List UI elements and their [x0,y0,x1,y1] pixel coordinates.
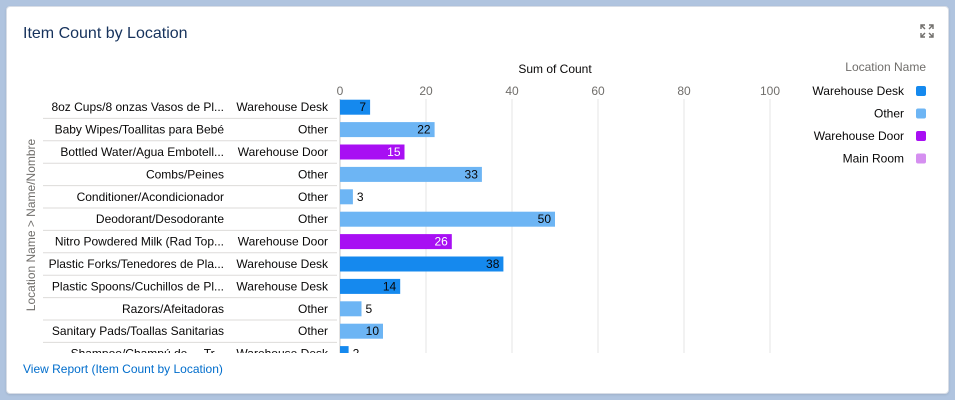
x-tick-label: 60 [591,84,605,98]
x-tick-label: 100 [760,84,780,98]
row-name-label: Shampoo/Champú de ... Tr... [71,347,224,359]
row-location-label: Other [298,167,328,181]
bar-value-label: 7 [359,100,366,114]
y-axis-label: Location Name > Name/Nombre [24,138,38,311]
row-location-label: Warehouse Desk [236,257,329,271]
legend-entry-label: Warehouse Door [814,129,904,143]
bar-value-label: 2 [353,347,360,359]
row-location-label: Other [298,190,328,204]
bar-value-label: 50 [538,212,552,226]
bar [340,144,405,160]
row-name-label: Nitro Powdered Milk (Rad Top... [55,235,224,249]
row-location-label: Other [298,302,328,316]
x-tick-label: 20 [419,84,433,98]
row-name-label: Conditioner/Acondicionador [77,190,224,204]
bar [340,99,371,115]
x-tick-label: 0 [337,84,344,98]
row-location-label: Warehouse Desk [236,279,329,293]
bar-value-label: 33 [465,167,479,181]
bar-value-label: 14 [383,279,397,293]
bar [340,166,482,182]
bar [340,234,452,250]
expand-icon[interactable] [919,23,935,39]
bar [340,278,401,294]
row-location-label: Warehouse Desk [236,347,329,359]
row-name-label: 8oz Cups/8 onzas Vasos de Pl... [51,100,224,114]
row-name-label: Plastic Spoons/Cuchillos de Pl... [52,279,224,293]
row-name-label: Sanitary Pads/Toallas Sanitarias [52,324,224,338]
legend-swatch [916,108,926,119]
bar [340,323,383,339]
dashboard-card: Item Count by Location Sum of Count 0 20 40… [6,6,949,394]
legend-swatch [916,153,926,164]
row-location-label: Other [298,324,328,338]
bar [340,346,349,353]
bar-value-label: 10 [366,324,380,338]
bar [340,189,353,205]
row-name-label: Bottled Water/Agua Embotell... [60,145,224,159]
bar-value-label: 26 [434,235,448,249]
bar [340,301,362,317]
row-location-label: Warehouse Desk [236,100,329,114]
view-report-link[interactable]: View Report (Item Count by Location) [23,362,223,376]
row-name-label: Razors/Afeitadoras [122,302,224,316]
row-location-label: Other [298,212,328,226]
row-name-label: Deodorant/Desodorante [96,212,224,226]
bar-rows: 8oz Cups/8 onzas Vasos de Pl... Warehouse… [43,99,555,359]
card-title: Item Count by Location [23,25,188,42]
row-name-label: Combs/Peines [146,167,224,181]
row-name-label: Baby Wipes/Toallitas para Bebé [55,123,225,137]
legend-entry-label: Main Room [843,152,904,166]
legend-entry-label: Other [874,107,904,121]
row-location-label: Warehouse Door [238,145,328,159]
bar-value-label: 22 [417,123,431,137]
bar-chart: Sum of Count 0 20 40 60 80 100 Location Name > … [24,60,926,359]
bar [340,122,435,138]
bar [340,256,504,272]
row-location-label: Other [298,123,328,137]
x-tick-label: 80 [677,84,691,98]
legend-swatch [916,86,926,96]
legend-title: Location Name [845,60,926,74]
legend-swatch [916,131,926,141]
row-location-label: Warehouse Door [238,235,328,249]
x-tick-label: 40 [505,84,519,98]
bar-value-label: 15 [387,145,401,159]
bar [340,211,555,227]
bar-value-label: 38 [486,257,500,271]
row-name-label: Plastic Forks/Tenedores de Pla... [49,257,224,271]
bar-value-label: 5 [366,302,373,316]
bar-value-label: 3 [357,190,364,204]
x-axis-label: Sum of Count [518,62,592,76]
legend-entry-label: Warehouse Desk [812,84,905,98]
